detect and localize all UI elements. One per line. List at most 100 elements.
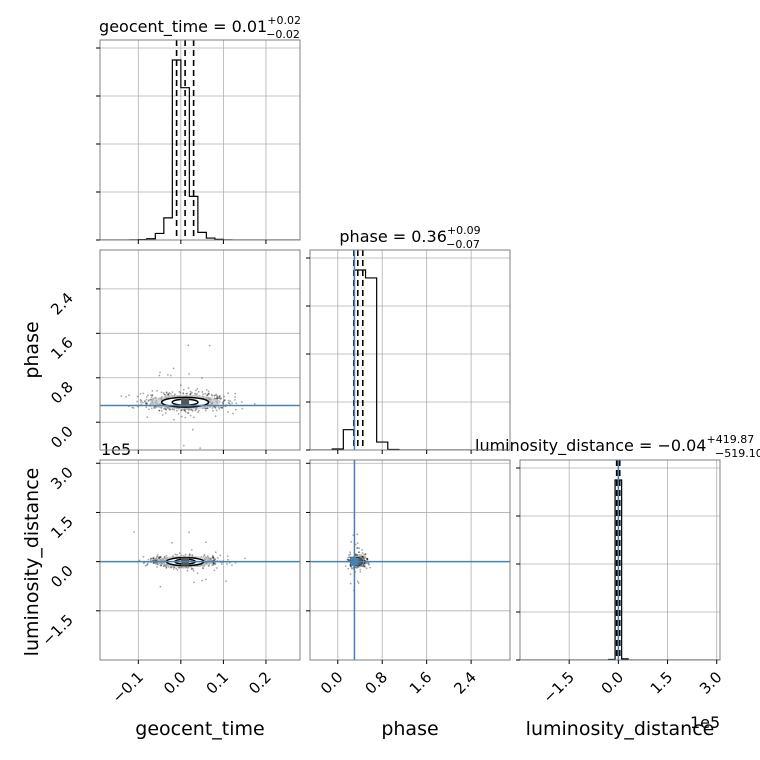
sample-point (227, 399, 230, 402)
title-luminosity-distance-median: −0.04 (657, 436, 706, 455)
sample-point (202, 567, 204, 570)
sample-point (154, 559, 156, 561)
sample-point (157, 556, 159, 558)
sample-point (360, 554, 363, 557)
x-tick-label: −0.1 (109, 668, 147, 706)
sample-point (364, 565, 366, 568)
title-equals: = (634, 436, 658, 455)
sample-point (142, 555, 145, 558)
sample-point (207, 392, 210, 395)
sample-point (136, 400, 139, 403)
sample-point (152, 561, 155, 564)
sample-point (350, 566, 353, 569)
y-tick-label: 0.8 (47, 378, 77, 408)
sample-point (189, 392, 192, 395)
sample-point (158, 556, 161, 559)
gridlines (310, 460, 510, 660)
sample-point (164, 393, 166, 396)
sample-point (165, 409, 167, 411)
sample-point (213, 569, 216, 572)
sample-point (201, 377, 203, 379)
sample-point (171, 541, 173, 544)
sample-point (217, 395, 219, 398)
sample-point (218, 407, 221, 410)
y-tick-label: 1.6 (47, 333, 77, 363)
sample-point (364, 556, 367, 559)
sample-point (207, 392, 210, 395)
sample-point (219, 554, 222, 557)
sample-point (190, 548, 193, 551)
sample-point (159, 555, 162, 558)
sample-point (218, 397, 221, 400)
sample-point (347, 558, 350, 561)
sample-point (219, 406, 222, 409)
sample-point (349, 565, 352, 568)
sample-point (211, 557, 214, 559)
sample-point (205, 394, 208, 397)
sample-point (173, 408, 176, 411)
sample-point (244, 557, 246, 560)
sample-point (207, 556, 210, 559)
sample-point (150, 407, 153, 410)
sample-point (182, 392, 185, 394)
sample-point (187, 387, 190, 389)
sample-point (217, 406, 220, 408)
sample-point (211, 564, 214, 567)
sample-point (172, 367, 175, 370)
sample-point (169, 408, 171, 411)
sample-point (202, 555, 205, 558)
sample-point (165, 392, 168, 394)
sample-point (150, 557, 153, 560)
sample-point (163, 407, 166, 410)
sample-point (185, 392, 188, 395)
sample-point (150, 396, 153, 399)
sample-point (201, 579, 203, 582)
sample-point (222, 401, 225, 403)
ylabel-luminosity-distance: luminosity_distance (21, 468, 43, 657)
sample-point (169, 374, 172, 377)
sample-point (125, 395, 127, 398)
sample-point (220, 406, 223, 409)
sample-point (211, 556, 214, 558)
sample-point (368, 564, 370, 566)
sample-point (194, 409, 197, 412)
sample-point (156, 390, 158, 392)
sample-point (359, 568, 362, 571)
sample-point (184, 416, 187, 419)
sample-point (156, 566, 158, 568)
density-peak (181, 398, 190, 407)
sample-point (172, 568, 175, 570)
sample-point (147, 558, 150, 561)
sample-point (131, 406, 134, 409)
sample-point (213, 562, 215, 565)
sample-point (361, 555, 364, 558)
sample-point (221, 402, 224, 404)
sample-point (206, 407, 209, 410)
xlabel-luminosity-distance: luminosity_distance (526, 718, 715, 740)
sample-point (149, 557, 152, 560)
sample-point (195, 389, 197, 392)
sample-point (199, 447, 202, 450)
axes-frame (99, 39, 301, 241)
sample-point (189, 393, 192, 396)
sample-point (193, 416, 195, 419)
sample-point (344, 565, 347, 568)
sample-point (144, 564, 147, 567)
sample-point (163, 393, 166, 396)
sample-point (169, 392, 172, 395)
sample-point (166, 393, 169, 396)
sample-point (213, 562, 216, 565)
sample-point (206, 393, 209, 396)
sample-point (363, 565, 365, 567)
sample-point (197, 411, 199, 414)
ylabel-phase: phase (21, 321, 43, 378)
sample-point (128, 394, 131, 396)
y-tick-label: 3.0 (47, 463, 77, 493)
sample-point (348, 556, 351, 558)
sample-point (349, 553, 352, 556)
sample-point (147, 562, 149, 564)
sample-point (179, 384, 182, 387)
sample-point (234, 396, 237, 399)
sample-point (174, 393, 176, 396)
sample-point (354, 543, 357, 546)
